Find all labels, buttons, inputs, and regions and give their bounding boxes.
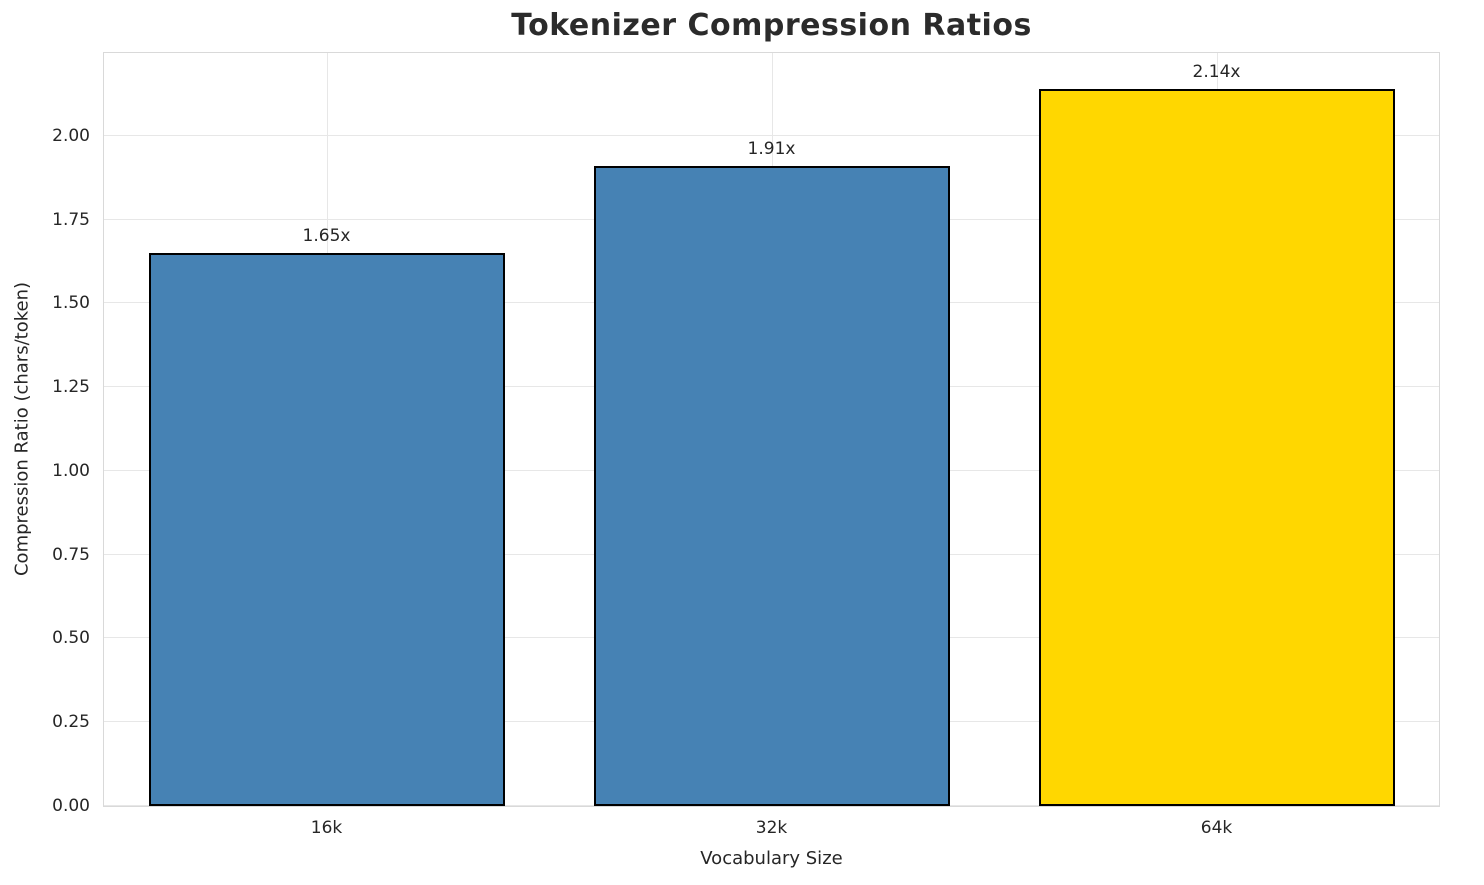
y-tick-label: 0.00 [52,796,90,816]
y-tick-label: 0.50 [52,628,90,649]
plot-area: 0.00 0.25 0.50 0.75 1.00 1.25 1.50 1.75 2.00 16k 3… [52,52,1440,838]
bar-value-label: 1.91x [747,138,796,159]
y-tick-label: 1.75 [52,209,90,230]
y-tick-label: 1.50 [52,293,90,314]
bar-value-label: 1.65x [302,226,351,247]
x-tick-label: 64k [1200,818,1233,838]
bar [148,253,505,806]
bar [593,165,950,806]
bar-value-label: 2.14x [1192,61,1241,82]
y-tick-label: 2.00 [52,125,90,146]
y-tick-label: 0.75 [52,544,90,565]
bar [1038,88,1395,806]
chart-title: Tokenizer Compression Ratios [511,8,1032,43]
y-axis-label: Compression Ratio (chars/token) [11,281,33,577]
x-tick-label: 16k [310,818,343,838]
y-tick-label: 1.25 [52,377,90,398]
x-axis-label: Vocabulary Size [700,848,843,869]
y-tick-label: 0.25 [52,712,90,733]
x-tick-label: 32k [755,818,788,838]
y-tick-label: 1.00 [52,460,90,481]
